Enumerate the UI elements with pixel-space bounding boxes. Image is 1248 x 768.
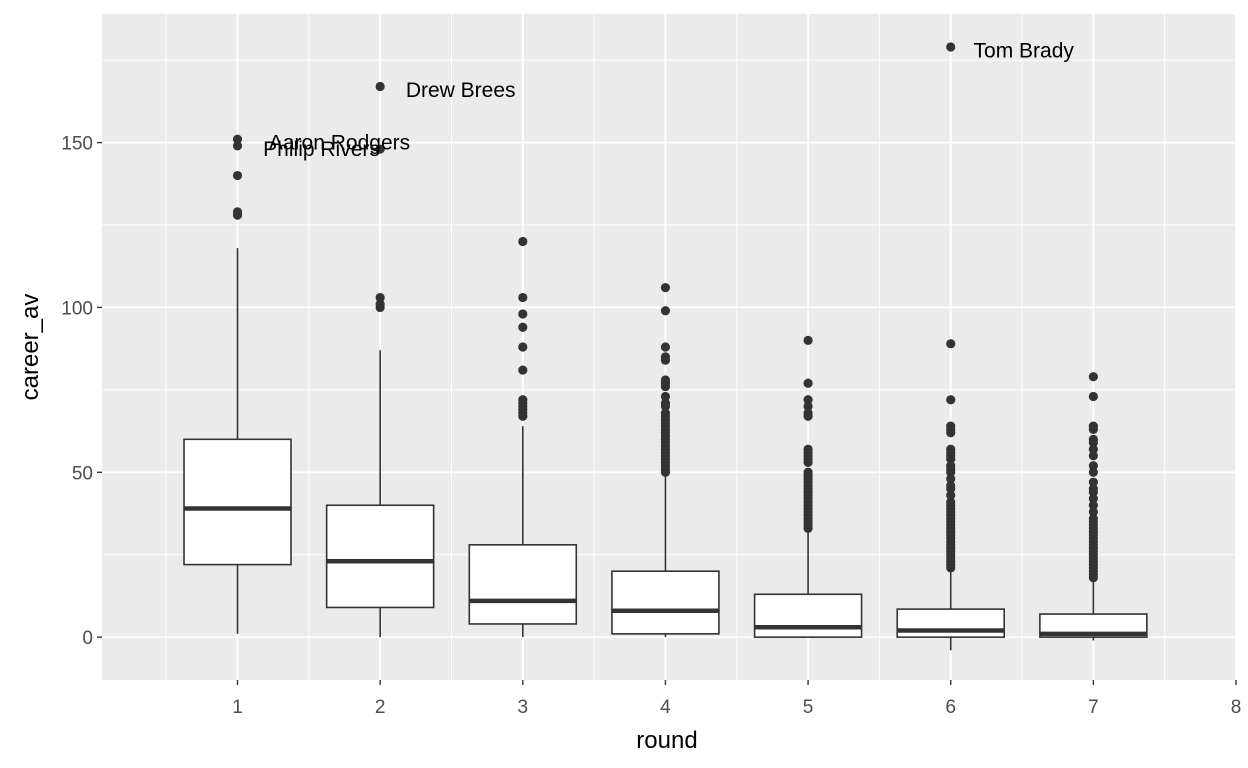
outlier-point — [1088, 444, 1098, 454]
minor-gridlines — [102, 14, 1236, 680]
outlier-point — [1088, 421, 1098, 431]
y-tick-label: 150 — [61, 134, 93, 155]
y-tick-label: 100 — [61, 298, 93, 319]
box-iqr — [325, 504, 435, 609]
outlier-point — [518, 292, 528, 303]
outlier-point — [518, 309, 528, 319]
player-annotation: Aaron Rodgers — [269, 132, 410, 155]
player-annotation: Philip Rivers — [263, 138, 380, 161]
x-tick-label: 8 — [1231, 697, 1242, 718]
outlier-point — [518, 342, 528, 352]
outlier-point — [1088, 507, 1098, 517]
box-iqr — [896, 608, 1006, 638]
outlier-point — [803, 408, 813, 418]
outlier-point — [946, 395, 956, 405]
outlier-point — [660, 398, 671, 408]
y-tick-label: 50 — [72, 463, 93, 484]
outlier-point — [660, 306, 671, 316]
outlier-point — [946, 444, 956, 454]
x-axis: 1 2 3 4 5 6 7 8 — [232, 680, 1241, 718]
x-tick-label: 5 — [803, 697, 814, 718]
x-axis-title: round — [636, 727, 697, 754]
outlier-point — [946, 497, 956, 507]
y-axis: 0 50 100 150 — [61, 134, 102, 649]
x-tick-label: 1 — [232, 697, 243, 718]
y-tick-label: 0 — [82, 628, 93, 649]
outlier-point — [1088, 451, 1098, 461]
outlier-point — [660, 352, 671, 362]
outlier-point — [232, 134, 243, 144]
outlier-point — [232, 170, 243, 181]
box-iqr — [753, 593, 863, 638]
outlier-point — [375, 81, 385, 92]
outlier-point — [518, 365, 528, 375]
outlier-point — [660, 283, 671, 293]
outlier-point — [946, 339, 956, 349]
box-iqr — [611, 570, 720, 635]
x-tick-label: 2 — [375, 697, 386, 718]
outlier-point — [660, 408, 671, 418]
x-tick-label: 6 — [945, 697, 956, 718]
outlier-point — [1088, 500, 1098, 510]
outlier-point — [375, 299, 385, 309]
outlier-point — [1088, 513, 1098, 524]
outlier-point — [946, 474, 956, 484]
outlier-point — [803, 378, 813, 388]
outlier-point — [946, 42, 956, 52]
outlier-point — [660, 375, 671, 385]
outlier-point — [1088, 461, 1098, 471]
outlier-point — [518, 395, 528, 405]
outlier-point — [660, 391, 671, 402]
outlier-point — [946, 490, 956, 500]
outlier-point — [1088, 434, 1098, 444]
outlier-point — [803, 467, 813, 477]
outlier-point — [803, 395, 813, 405]
outlier-point — [1088, 494, 1098, 504]
box-series — [183, 248, 1148, 651]
outlier-point — [660, 342, 671, 352]
player-annotation: Drew Brees — [406, 79, 516, 102]
outlier-points — [232, 42, 1098, 583]
outlier-point — [375, 144, 385, 154]
player-annotation: Tom Brady — [974, 39, 1075, 62]
outlier-point — [1088, 372, 1098, 382]
outlier-point — [375, 292, 385, 303]
x-tick-label: 3 — [518, 697, 529, 718]
outlier-point — [803, 401, 813, 411]
outlier-point — [946, 461, 956, 471]
outlier-point — [803, 335, 813, 346]
outlier-point — [1088, 467, 1098, 477]
outlier-point — [946, 421, 956, 431]
outlier-point — [232, 207, 243, 217]
outlier-point — [1088, 484, 1098, 494]
box-iqr — [468, 544, 578, 625]
box-iqr — [183, 438, 292, 566]
y-axis-title: career_av — [17, 294, 44, 401]
outlier-point — [232, 141, 243, 151]
x-tick-label: 4 — [660, 697, 671, 718]
outlier-point — [518, 236, 528, 247]
outlier-point — [946, 480, 956, 491]
x-tick-label: 7 — [1088, 697, 1099, 718]
outlier-point — [1088, 391, 1098, 402]
outlier-point — [803, 444, 813, 454]
box-iqr — [1039, 613, 1148, 638]
outlier-point — [1088, 477, 1098, 487]
outlier-point — [518, 322, 528, 332]
